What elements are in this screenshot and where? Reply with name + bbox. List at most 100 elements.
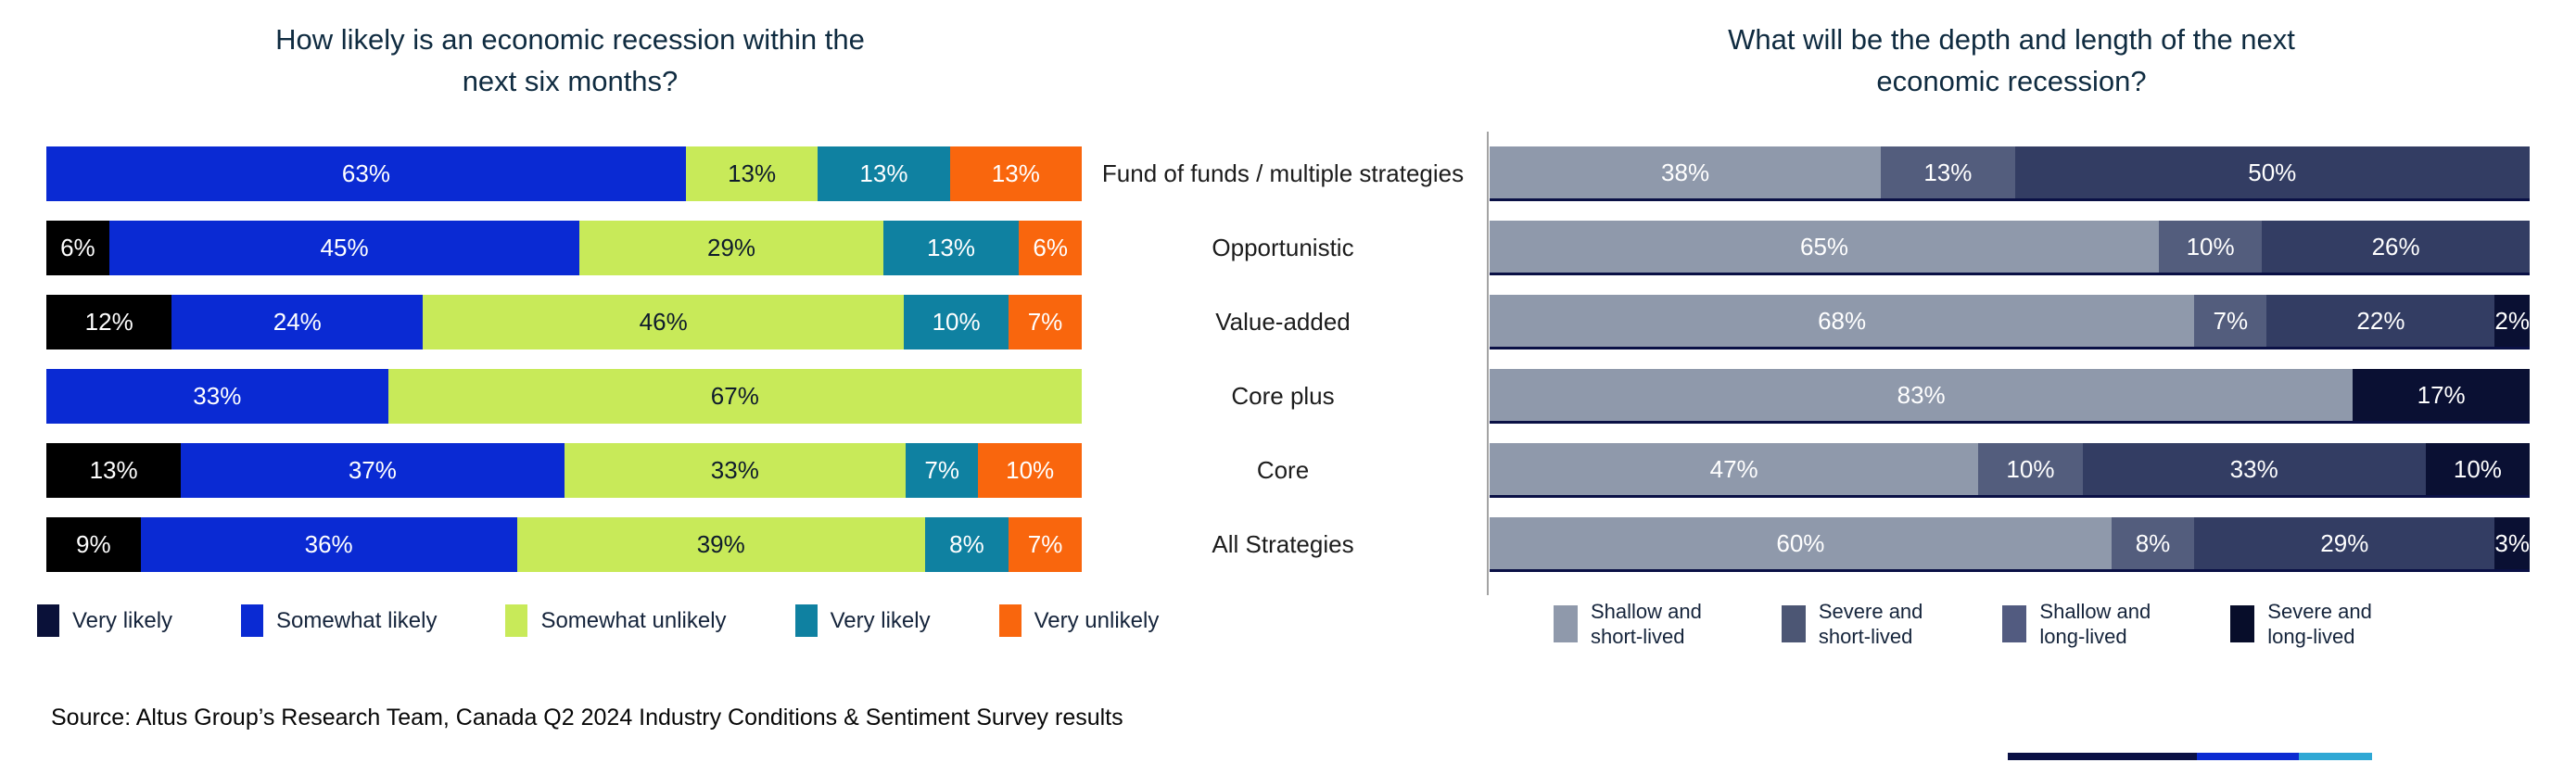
left-bar-segment: 10% — [904, 295, 1009, 349]
category-label: Opportunistic — [1212, 234, 1354, 261]
left-bar-segment: 36% — [140, 517, 517, 572]
right-bar-segment: 60% — [1490, 517, 2112, 569]
left-bar-segment: 24% — [171, 295, 424, 349]
legend-label: Very unlikely — [1034, 607, 1160, 633]
right-bar-segment: 3% — [2494, 517, 2530, 569]
right-bar-row: 83% 17% — [1490, 369, 2530, 424]
left-chart-title-line1: How likely is an economic recession with… — [275, 23, 865, 56]
right-bar-segment: 26% — [2262, 221, 2530, 273]
left-bar-segment: 13% — [818, 146, 950, 201]
left-bar-segment: 37% — [181, 443, 565, 498]
left-bar-segment: 67% — [387, 369, 1082, 424]
left-bar-segment: 9% — [46, 517, 141, 572]
left-bar-segment: 13% — [685, 146, 818, 201]
left-bar-segment: 33% — [46, 369, 388, 424]
left-chart-title-line2: next six months? — [462, 65, 679, 97]
left-bar-segment: 13% — [949, 146, 1082, 201]
left-bar-segment: 45% — [108, 221, 580, 275]
legend-swatch — [1554, 605, 1578, 642]
legend-swatch — [998, 604, 1022, 637]
legend-item: Somewhat unlikely — [505, 604, 727, 637]
category-label: Value-added — [1215, 308, 1351, 336]
right-chart-title: What will be the depth and length of the… — [1557, 19, 2466, 102]
right-chart-title-line1: What will be the depth and length of the… — [1728, 23, 2295, 56]
legend-item: Shallow and short-lived — [1554, 599, 1702, 649]
right-chart-bars: 38% 13% 50% 65% 10% 26% 68% 7% 22% 2% 83% 17% 47% 10%… — [1490, 146, 2531, 591]
right-bar-segment: 83% — [1490, 369, 2354, 421]
right-bar-row: 60% 8% 29% 3% — [1490, 517, 2530, 572]
legend-swatch — [2002, 605, 2027, 642]
legend-swatch — [1781, 605, 1806, 642]
legend-swatch — [2230, 605, 2255, 642]
legend-label: Severe and short-lived — [1818, 600, 1923, 648]
legend-item: Very likely — [37, 604, 172, 637]
left-bar-row: 6% 45% 29% 13% 6% — [46, 221, 1083, 275]
left-bar-row: 12% 24% 46% 10% 7% — [46, 295, 1082, 349]
right-bar-segment: 10% — [1978, 443, 2083, 495]
right-bar-segment: 65% — [1490, 221, 2160, 273]
legend-label: Shallow and short-lived — [1591, 600, 1702, 648]
right-bar-segment: 68% — [1490, 295, 2195, 347]
category-label: All Strategies — [1212, 530, 1354, 558]
left-bar-row: 13% 37% 33% 7% 10% — [46, 443, 1082, 498]
left-bar-segment: 33% — [564, 443, 907, 498]
right-bar-segment: 10% — [2425, 443, 2531, 495]
category-label: Core plus — [1231, 382, 1335, 410]
legend-label: Very likely — [830, 607, 931, 633]
left-bar-segment: 7% — [1009, 517, 1083, 572]
left-chart-title: How likely is an economic recession with… — [102, 19, 1038, 102]
right-bar-row: 68% 7% 22% 2% — [1490, 295, 2530, 349]
legend-item: Very unlikely — [998, 604, 1160, 637]
left-bar-segment: 8% — [924, 517, 1009, 572]
category-label: Core — [1256, 456, 1310, 484]
right-bar-segment: 7% — [2194, 295, 2267, 347]
left-bar-row: 63% 13% 13% 13% — [46, 146, 1082, 201]
accent-bar-segment — [2197, 753, 2300, 760]
legend-swatch — [505, 604, 528, 637]
category-labels: Fund of funds / multiple strategies Oppor… — [1094, 146, 1472, 591]
right-bar-segment: 8% — [2111, 517, 2195, 569]
right-bar-segment: 17% — [2353, 369, 2530, 421]
right-bar-segment: 47% — [1490, 443, 1979, 495]
left-bar-segment: 6% — [1019, 221, 1083, 275]
source-note: Source: Altus Group’s Research Team, Can… — [51, 705, 1123, 731]
left-bar-segment: 46% — [423, 295, 905, 349]
right-bar-row: 38% 13% 50% — [1490, 146, 2531, 201]
right-bar-segment: 10% — [2159, 221, 2263, 273]
legend-label: Somewhat unlikely — [540, 607, 727, 633]
legend-label: Shallow and long-lived — [2039, 600, 2151, 648]
left-bar-row: 9% 36% 39% 8% 7% — [46, 517, 1083, 572]
left-bar-segment: 10% — [978, 443, 1082, 498]
left-bar-row: 33% 67% — [46, 369, 1082, 424]
legend-item: Somewhat likely — [241, 604, 437, 637]
legend-swatch — [241, 604, 264, 637]
right-chart-axis-line — [1487, 132, 1489, 595]
right-bar-segment: 13% — [1881, 146, 2015, 198]
legend-item: Severe and short-lived — [1781, 599, 1923, 649]
left-bar-segment: 63% — [46, 146, 686, 201]
left-bar-segment: 13% — [882, 221, 1020, 275]
left-bar-segment: 7% — [906, 443, 979, 498]
right-bar-segment: 50% — [2014, 146, 2531, 198]
left-bar-segment: 29% — [579, 221, 883, 275]
legend-label: Severe and long-lived — [2267, 600, 2372, 648]
category-label: Fund of funds / multiple strategies — [1101, 159, 1465, 187]
legend-swatch — [37, 604, 59, 637]
accent-bar-segment — [2008, 753, 2198, 760]
left-bar-segment: 39% — [516, 517, 925, 572]
right-bar-segment: 22% — [2266, 295, 2495, 347]
legend-item: Very likely — [794, 604, 931, 637]
right-bar-segment: 29% — [2194, 517, 2495, 569]
legend-item: Shallow and long-lived — [2002, 599, 2151, 649]
right-chart-legend: Shallow and short-lived Severe and short-… — [1554, 599, 2372, 649]
right-bar-segment: 33% — [2082, 443, 2426, 495]
legend-item: Severe and long-lived — [2230, 599, 2372, 649]
accent-bar-segment — [2299, 753, 2372, 760]
left-bar-segment: 7% — [1009, 295, 1082, 349]
right-bar-row: 47% 10% 33% 10% — [1490, 443, 2531, 498]
legend-label: Somewhat likely — [276, 607, 438, 633]
left-chart-bars: 63% 13% 13% 13% 6% 45% 29% 13% 6% 12% 24% 46% 10% 7% 3… — [46, 146, 1083, 591]
footer-accent-bar — [2008, 753, 2372, 760]
right-bar-row: 65% 10% 26% — [1490, 221, 2530, 275]
legend-swatch — [794, 604, 818, 637]
